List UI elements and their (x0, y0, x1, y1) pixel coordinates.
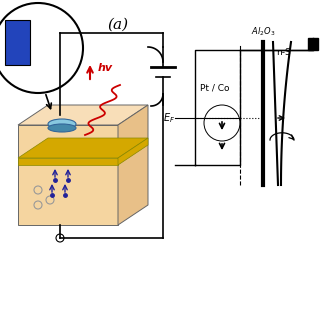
Text: hv: hv (98, 63, 113, 73)
Bar (308, 38, 318, 50)
Ellipse shape (48, 119, 76, 129)
Polygon shape (18, 105, 148, 125)
Polygon shape (118, 138, 148, 165)
Text: n-S: n-S (276, 48, 291, 57)
Text: Pt / Co: Pt / Co (200, 84, 229, 92)
Polygon shape (18, 125, 118, 225)
Bar (5, 20, 30, 65)
Polygon shape (18, 158, 118, 165)
Ellipse shape (48, 124, 76, 132)
Text: (a): (a) (108, 18, 129, 32)
Text: $E_F$: $E_F$ (163, 111, 175, 125)
Polygon shape (18, 138, 148, 158)
Text: $Al_2O_3$: $Al_2O_3$ (251, 26, 275, 38)
Polygon shape (118, 105, 148, 225)
